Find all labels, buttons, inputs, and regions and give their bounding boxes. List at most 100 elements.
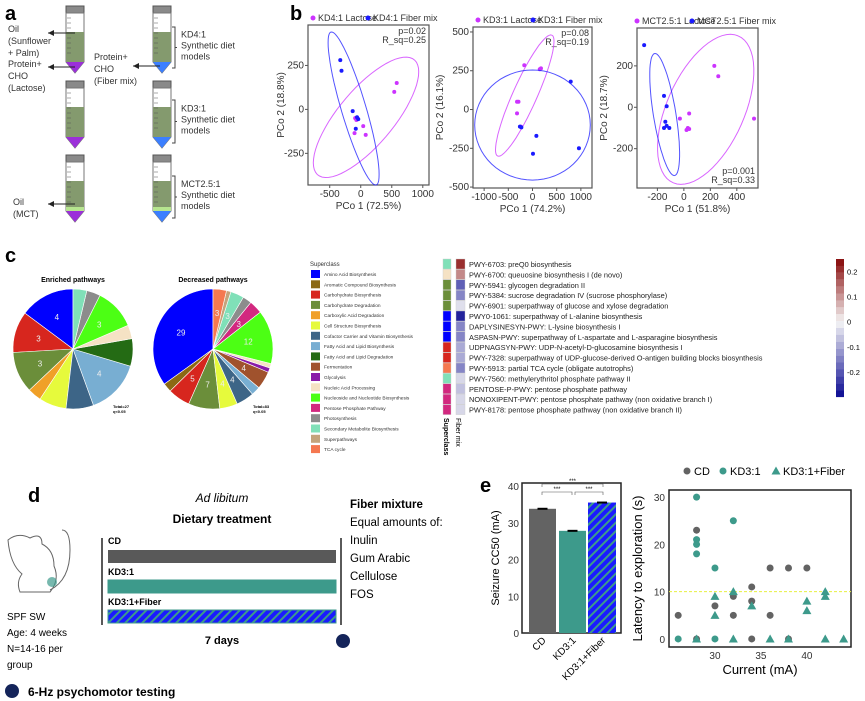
legend-marker: [634, 18, 640, 24]
legend-marker: [475, 17, 481, 23]
fiber-item: FOS: [350, 589, 374, 601]
slice-label: 4: [230, 375, 235, 384]
model-name: KD3:1: [181, 104, 206, 114]
x-axis-label: Current (mA): [722, 662, 797, 677]
significance-label: ***: [585, 487, 593, 493]
data-point: [802, 606, 812, 615]
legend-swatch: [311, 414, 320, 423]
heatmap-cell: [455, 404, 466, 415]
pie-slice: [212, 288, 227, 350]
x-tick-label: 35: [755, 651, 767, 662]
tube-bottom: [153, 137, 171, 148]
colorbar-step: [836, 279, 844, 287]
heatmap-cell: [455, 279, 466, 290]
colorbar-tick: -0.2: [847, 368, 860, 377]
legend-swatch: [311, 311, 320, 320]
tube-label-fiber: (Fiber mix): [94, 76, 137, 86]
data-point: [693, 550, 701, 558]
duration: 7 days: [205, 635, 239, 647]
legend-label: CD: [694, 466, 710, 478]
x-axis-label: PCo 1 (51.8%): [665, 204, 731, 215]
superclass-cell: [442, 373, 452, 384]
fiber-item: Cellulose: [350, 571, 397, 583]
slice-label: 3: [236, 320, 241, 329]
heatmap-cell: [455, 394, 466, 405]
significance-bracket: [574, 491, 604, 495]
legend-swatch: [311, 393, 320, 402]
title: Dietary treatment: [173, 512, 272, 526]
pathway-label: PENTOSE-P-PWY: pentose phosphate pathway: [469, 385, 627, 394]
panel-label: e: [480, 475, 491, 497]
data-point: [692, 634, 702, 643]
model-name: MCT2.5:1: [181, 179, 221, 189]
pie-title: Decreased pathways: [178, 277, 247, 284]
p-value: p=0.08: [561, 28, 589, 38]
legend-item: Fatty Acid and Lipid Degradation: [324, 354, 394, 360]
model-desc: Synthetic diet: [181, 115, 236, 125]
legend-marker: [771, 466, 781, 475]
data-point: [803, 564, 811, 572]
tube-fiber: [152, 5, 172, 74]
data-point: [693, 540, 701, 548]
legend-label: KD3:1+Fiber: [783, 466, 845, 478]
y-tick-label: 200: [616, 61, 633, 72]
legend-swatch: [311, 424, 320, 433]
data-point: [350, 109, 355, 114]
data-point: [352, 131, 357, 136]
tube-oil: [153, 32, 171, 62]
data-point: [693, 493, 701, 501]
x-tick-label: -500: [498, 192, 518, 203]
slice-label: 4: [220, 380, 225, 389]
y-tick-label: 500: [452, 27, 469, 38]
superclass-cell: [442, 394, 452, 405]
legend-swatch: [311, 331, 320, 340]
data-point: [748, 597, 756, 605]
x-tick-label: -500: [320, 189, 340, 200]
data-point: [522, 63, 527, 68]
mouse-info: group: [7, 660, 33, 671]
pathway-label: DAPLYSINESYN-PWY: L-lysine biosynthesis …: [469, 322, 620, 331]
column-label: Superclass: [442, 418, 449, 455]
slice-label: 3: [38, 359, 43, 368]
model-desc: models: [181, 126, 211, 136]
data-point: [728, 634, 738, 643]
x-tick-label: 0: [358, 189, 364, 200]
confidence-ellipse: [649, 52, 681, 177]
colorbar-step: [836, 286, 844, 294]
pie-total: Total=83: [253, 404, 270, 409]
legend-item: Cofactor Carrier and Vitamin Biosynthesi…: [324, 334, 414, 340]
x-tick-label: 30: [709, 651, 721, 662]
y-tick-label: 250: [452, 66, 469, 77]
x-tick-label: CD: [531, 635, 549, 653]
data-point: [685, 125, 690, 130]
data-point: [664, 123, 669, 128]
data-point: [576, 146, 581, 151]
data-point: [663, 119, 668, 124]
y-tick-label: -500: [449, 182, 469, 193]
superclass-cell: [442, 342, 452, 353]
colorbar-tick: 0.2: [847, 268, 857, 277]
legend-swatch: [311, 300, 320, 309]
tube-lactose: [65, 5, 85, 74]
pie-q: q<0.05: [113, 409, 126, 414]
tube-lactose: [65, 80, 85, 149]
bar: [559, 530, 586, 633]
colorbar-step: [836, 348, 844, 356]
tube-mct: [153, 207, 171, 211]
data-point: [710, 591, 720, 600]
p-value: p=0.001: [722, 166, 755, 176]
y-tick-label: 10: [654, 588, 666, 599]
legend-swatch: [311, 280, 320, 289]
data-point: [729, 517, 737, 525]
tube-cap: [152, 154, 172, 163]
colorbar-tick: 0: [847, 318, 851, 327]
significance-label: ***: [553, 487, 561, 493]
superclass-cell: [442, 290, 452, 301]
legend-item: TCA cycle: [324, 447, 346, 453]
model-desc: models: [181, 52, 211, 62]
y-tick-label: 0: [463, 105, 469, 116]
pathway-label: PWY-5913: partial TCA cycle (obligate au…: [469, 364, 633, 373]
x-tick-label: 0: [530, 192, 536, 203]
